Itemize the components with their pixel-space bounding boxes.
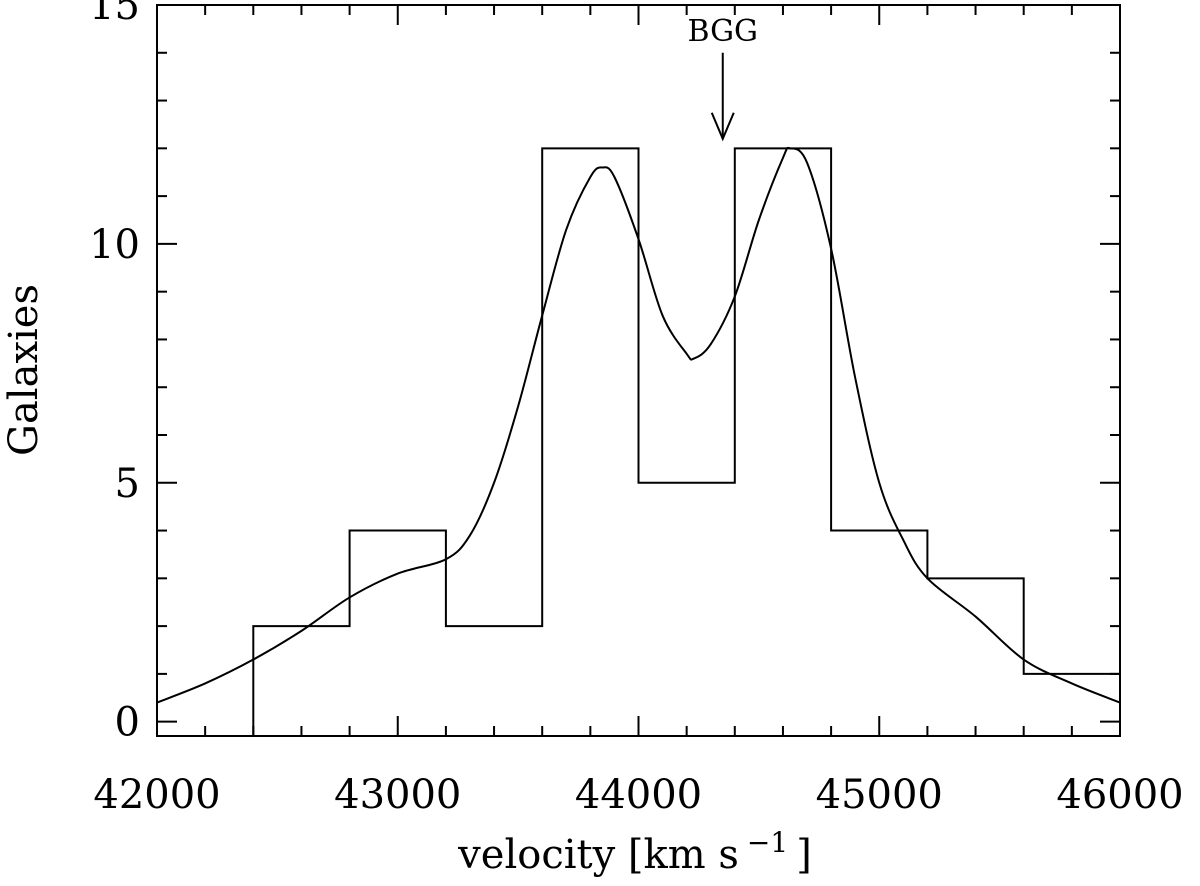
x-axis-title: velocity [km s −1] [457, 826, 812, 878]
x-tick-label: 42000 [93, 772, 220, 818]
axis-ticks [156, 4, 1121, 736]
bgg-annotation: BGG [687, 14, 758, 142]
x-axis-title-close: ] [796, 832, 812, 878]
density-curve [156, 146, 1121, 704]
histogram-steps [252, 147, 1120, 736]
x-axis-title-superscript: −1 [747, 826, 788, 859]
x-tick-label: 43000 [334, 772, 461, 818]
axis-tick-labels: 42000 43000 44000 45000 46000 0 5 10 15 [89, 0, 1184, 818]
y-tick-label: 0 [115, 700, 140, 746]
x-tick-label: 46000 [1056, 772, 1183, 818]
y-tick-label: 15 [89, 0, 140, 29]
y-tick-label: 10 [89, 222, 140, 268]
x-axis-title-main: velocity [km s [457, 832, 739, 878]
bgg-arrow-head [710, 112, 735, 142]
bgg-label: BGG [687, 14, 758, 49]
y-axis-title: Galaxies [1, 284, 47, 456]
x-tick-label: 44000 [575, 772, 702, 818]
y-tick-label: 5 [115, 461, 140, 507]
x-tick-label: 45000 [816, 772, 943, 818]
